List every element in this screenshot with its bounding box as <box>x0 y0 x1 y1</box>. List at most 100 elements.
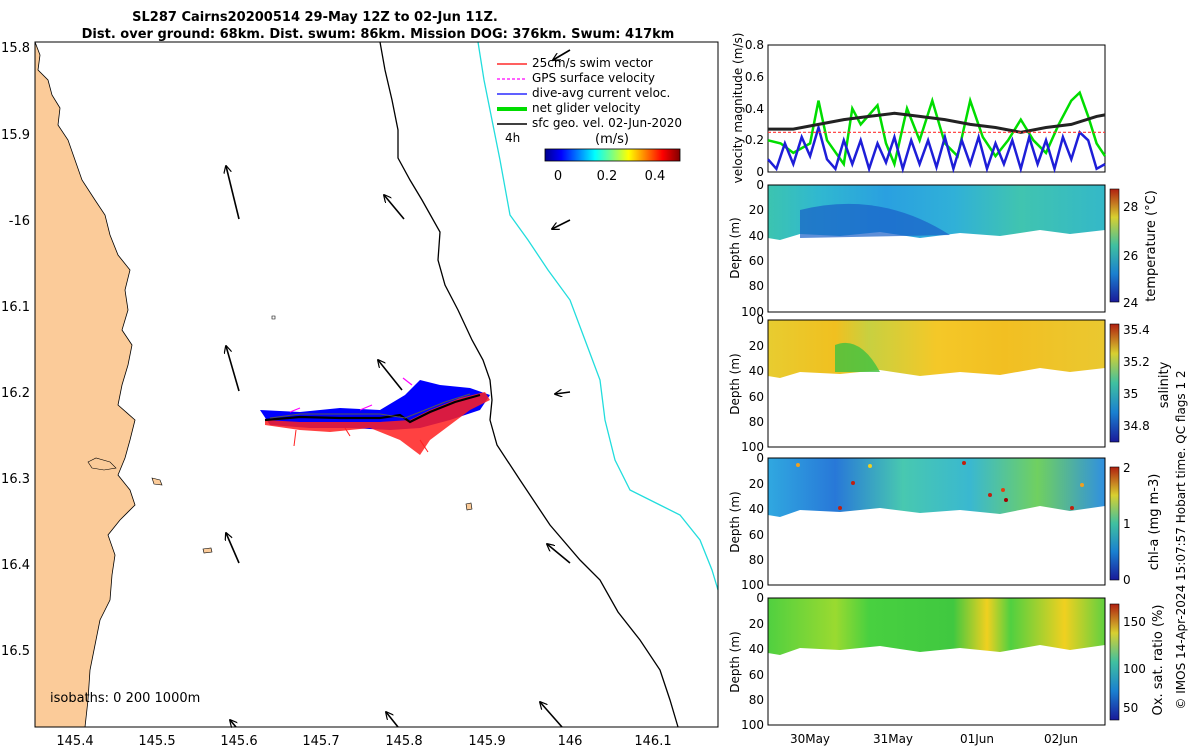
glider-track <box>260 377 490 455</box>
chl-dot <box>851 481 855 485</box>
chl-dot <box>868 464 872 468</box>
velocity-axes <box>767 44 1106 173</box>
series-line <box>767 122 1106 174</box>
lat-tick-label: 15.9 <box>1 128 30 143</box>
chl-dot <box>962 461 966 465</box>
geo-vel-arrow <box>386 712 399 728</box>
depth-tick: 40 <box>749 642 764 656</box>
island <box>465 502 473 511</box>
track-line <box>269 393 471 419</box>
map-legend: 25cm/s swim vector GPS surface velocity … <box>497 56 682 145</box>
map-axes-box <box>34 41 719 728</box>
cb-tick: 0 <box>1123 573 1131 587</box>
salinity-field <box>768 320 1105 378</box>
legend-label: net glider velocity <box>532 101 640 115</box>
cb-tick: 2 <box>1123 461 1131 475</box>
lat-tick-label: -16 <box>9 214 30 229</box>
colorbar-tick: 0.4 <box>645 169 666 184</box>
geo-vel-arrow <box>378 360 403 391</box>
lon-tick-label: 146 <box>558 734 583 749</box>
depth-tick: 20 <box>749 339 764 353</box>
chl-dot <box>796 463 800 467</box>
map-lon-ticks: 145.4 145.5 145.6 145.7 145.8 145.9 146 … <box>56 734 671 749</box>
island <box>271 315 276 320</box>
velocity-panel: 0 0.2 0.4 0.6 0.8 velocity magnitude (m/… <box>731 33 1107 184</box>
section-depth-ticks: 0 20 40 60 80 100 0 20 40 60 80 100 0 20… <box>741 178 764 732</box>
temperature-panel <box>767 184 1120 313</box>
temperature-cold-patch <box>800 203 950 238</box>
geo-vel-arrow <box>226 346 240 392</box>
x-tick-label: 30May <box>790 732 830 746</box>
lat-tick-label: 16.2 <box>1 386 30 401</box>
depth-tick: 60 <box>749 668 764 682</box>
isobath-1000m <box>477 41 719 591</box>
net-glider-path <box>264 393 481 424</box>
gps-surface-arrow <box>289 407 301 413</box>
lat-tick-label: 16.5 <box>1 644 30 659</box>
cb-tick: 50 <box>1123 701 1138 715</box>
swim-arrow <box>419 439 429 453</box>
legend-label: GPS surface velocity <box>532 71 655 85</box>
lat-tick-label: 16.1 <box>1 300 30 315</box>
geo-vel-arrow <box>384 195 405 220</box>
swim-vector-band <box>265 392 490 455</box>
geostrophic-velocity-arrows <box>226 49 571 728</box>
cb-tick: 35.2 <box>1123 355 1150 369</box>
depth-tick: 20 <box>749 477 764 491</box>
depth-tick: 60 <box>749 528 764 542</box>
isobath-200m <box>379 41 679 728</box>
y-tick-label: 0.2 <box>745 133 764 147</box>
chl-colorbar <box>1109 466 1120 581</box>
depth-tick: 80 <box>749 415 764 429</box>
cb-tick: 26 <box>1123 249 1138 263</box>
lon-tick-label: 145.4 <box>56 734 93 749</box>
temperature-colorbar <box>1109 188 1120 303</box>
chl-dot <box>1080 483 1084 487</box>
gps-surface-arrow <box>359 404 373 411</box>
swim-arrow <box>293 429 297 447</box>
temperature-label: temperature (°C) <box>1144 190 1159 302</box>
map-title: SL287 Cairns20200514 29-May 12Z to 02-Ju… <box>82 10 675 42</box>
depth-tick: 40 <box>749 502 764 516</box>
ox-field <box>768 598 1105 655</box>
x-tick-label: 01Jun <box>960 732 994 746</box>
geo-vel-arrow <box>547 544 571 564</box>
cb-tick: 35.4 <box>1123 323 1150 337</box>
geo-vel-arrow <box>553 49 571 60</box>
chl-field <box>768 458 1105 517</box>
depth-tick: 0 <box>756 451 764 465</box>
lon-tick-label: 145.8 <box>385 734 422 749</box>
y-tick-label: 0.6 <box>745 70 764 84</box>
series-line <box>768 111 1106 134</box>
depth-tick: 40 <box>749 229 764 243</box>
chl-dot <box>1070 506 1074 510</box>
velocity-ylabel: velocity magnitude (m/s) <box>731 33 745 184</box>
depth-ylabel: Depth (m) <box>728 631 742 692</box>
depth-tick: 0 <box>756 591 764 605</box>
isobaths-label: isobaths: 0 200 1000m <box>50 691 200 706</box>
cb-tick: 28 <box>1123 200 1138 214</box>
depth-tick: 0 <box>756 313 764 327</box>
salinity-label: salinity <box>1157 361 1172 408</box>
geo-vel-arrow <box>230 720 236 727</box>
oxygen-label: Ox. sat. ratio (%) <box>1151 605 1166 716</box>
oxygen-panel <box>767 597 1120 726</box>
interval-label: 4h <box>505 131 520 145</box>
y-tick-label: 0 <box>756 165 764 179</box>
series-line <box>767 90 1107 169</box>
chl-dot <box>988 493 992 497</box>
legend-label: dive-avg current veloc. <box>532 86 670 100</box>
depth-ylabel: Depth (m) <box>728 217 742 278</box>
chlorophyll-panel <box>767 457 1120 586</box>
island <box>202 547 213 554</box>
depth-tick: 60 <box>749 254 764 268</box>
lon-tick-label: 145.9 <box>468 734 505 749</box>
cb-tick: 1 <box>1123 517 1131 531</box>
depth-tick: 100 <box>741 578 764 592</box>
depth-tick: 100 <box>741 718 764 732</box>
colorbar-labels: temperature (°C) salinity chl-a (mg m-3)… <box>1144 190 1172 715</box>
colorbar-tick: 0.2 <box>597 169 618 184</box>
colorbar-tick: 0 <box>554 169 562 184</box>
chl-dot <box>838 506 842 510</box>
